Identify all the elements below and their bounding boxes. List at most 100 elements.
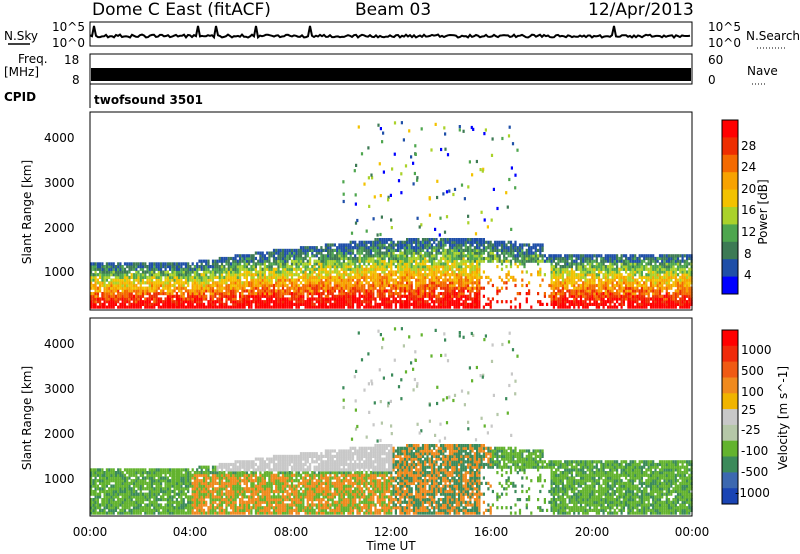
power-cell bbox=[647, 273, 650, 277]
power-cell bbox=[329, 243, 332, 247]
power-cell bbox=[365, 294, 368, 298]
power-cell bbox=[496, 300, 499, 304]
power-cell bbox=[613, 256, 616, 261]
power-cell bbox=[268, 251, 271, 255]
power-cell bbox=[130, 275, 133, 279]
power-cell bbox=[223, 270, 226, 274]
power-cell bbox=[248, 270, 251, 274]
power-cell bbox=[166, 275, 169, 279]
power-cell bbox=[636, 283, 639, 288]
power-cell bbox=[482, 256, 485, 261]
power-cell bbox=[627, 294, 630, 298]
power-cell bbox=[349, 270, 352, 274]
power-cell bbox=[340, 273, 343, 277]
power-cell bbox=[647, 292, 650, 296]
power-cell bbox=[205, 265, 208, 269]
power-cell bbox=[345, 300, 348, 304]
power-cell bbox=[616, 256, 619, 261]
power-cell bbox=[665, 292, 668, 296]
power-cell bbox=[263, 305, 266, 309]
power-cell bbox=[146, 281, 149, 285]
power-cell bbox=[191, 270, 194, 274]
power-cell bbox=[205, 294, 208, 298]
power-cell bbox=[609, 286, 612, 290]
power-cell bbox=[676, 281, 680, 285]
power-cell bbox=[385, 238, 388, 242]
power-cell bbox=[559, 273, 562, 277]
power-cell bbox=[595, 256, 598, 261]
power-cell bbox=[263, 273, 266, 277]
power-cell bbox=[137, 275, 140, 279]
power-cell bbox=[419, 243, 422, 247]
power-cell bbox=[96, 305, 99, 309]
power-cell bbox=[227, 278, 230, 282]
power-cell bbox=[383, 294, 386, 298]
power-cell bbox=[252, 256, 255, 261]
power-cell bbox=[214, 270, 217, 274]
power-cell bbox=[200, 265, 203, 269]
power-cell bbox=[198, 259, 201, 263]
velocity-cell bbox=[96, 487, 99, 491]
power-cell bbox=[613, 275, 616, 279]
power-cell bbox=[406, 278, 409, 282]
power-cell bbox=[663, 305, 666, 309]
power-cell bbox=[570, 281, 573, 285]
power-cell bbox=[620, 256, 623, 261]
power-cell bbox=[121, 275, 124, 279]
power-cell bbox=[293, 248, 296, 252]
power-cell bbox=[661, 254, 664, 258]
power-cell bbox=[439, 251, 443, 255]
power-cell bbox=[582, 270, 585, 274]
power-cell bbox=[654, 273, 657, 277]
power-cell bbox=[320, 246, 323, 250]
power-cell bbox=[611, 292, 614, 296]
power-cell bbox=[489, 246, 492, 250]
power-cell bbox=[676, 283, 680, 288]
power-cell bbox=[376, 275, 379, 279]
power-cell bbox=[299, 259, 303, 263]
power-cell bbox=[345, 267, 348, 271]
power-cell bbox=[200, 300, 203, 304]
power-cell bbox=[550, 292, 553, 296]
power-cell bbox=[279, 283, 282, 288]
power-cell bbox=[568, 302, 571, 306]
power-cell bbox=[428, 273, 431, 277]
power-cell bbox=[126, 265, 129, 269]
power-cell bbox=[679, 267, 682, 271]
power-cell bbox=[263, 254, 266, 258]
power-cell bbox=[500, 248, 504, 252]
power-cell bbox=[169, 281, 172, 285]
power-cell bbox=[532, 254, 535, 258]
power-cell bbox=[248, 294, 251, 298]
power-cell bbox=[241, 273, 244, 277]
power-cell bbox=[575, 259, 578, 263]
power-cell bbox=[286, 297, 289, 301]
nsearch-label: N.Search bbox=[746, 29, 800, 43]
power-cell bbox=[437, 270, 440, 274]
power-cell bbox=[250, 278, 253, 282]
power-cell bbox=[182, 270, 185, 274]
power-cell bbox=[437, 259, 440, 263]
power-cell bbox=[281, 256, 285, 261]
power-cell bbox=[478, 273, 481, 277]
velocity-cell bbox=[108, 511, 111, 515]
power-cell bbox=[467, 273, 470, 277]
power-cell bbox=[600, 292, 603, 296]
power-cell bbox=[367, 240, 370, 244]
power-cell bbox=[442, 251, 445, 255]
power-cell bbox=[252, 283, 255, 288]
power-cell bbox=[649, 256, 653, 261]
power-cell bbox=[230, 281, 233, 285]
power-cell bbox=[625, 262, 628, 266]
power-cell bbox=[541, 254, 544, 258]
power-cell bbox=[191, 275, 194, 279]
power-cell bbox=[331, 248, 334, 252]
power-cell bbox=[230, 286, 233, 290]
power-cell bbox=[453, 256, 456, 261]
power-cell bbox=[640, 289, 643, 293]
power-cell bbox=[349, 246, 352, 250]
power-cell bbox=[379, 283, 382, 288]
power-cell bbox=[320, 300, 323, 304]
power-cell bbox=[302, 273, 305, 277]
power-cell bbox=[390, 302, 393, 306]
